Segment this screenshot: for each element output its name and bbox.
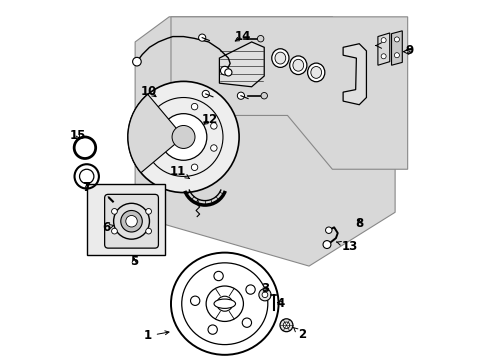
Polygon shape xyxy=(219,42,264,87)
Text: 10: 10 xyxy=(140,85,156,98)
Text: 2: 2 xyxy=(292,327,305,341)
Circle shape xyxy=(125,216,137,227)
Ellipse shape xyxy=(310,67,321,78)
Text: 5: 5 xyxy=(130,255,138,268)
Circle shape xyxy=(132,57,141,66)
Text: 8: 8 xyxy=(354,217,363,230)
Circle shape xyxy=(394,37,399,42)
Circle shape xyxy=(190,296,200,305)
Circle shape xyxy=(121,211,142,232)
Ellipse shape xyxy=(271,49,288,67)
Circle shape xyxy=(210,123,217,129)
Polygon shape xyxy=(135,17,394,266)
Circle shape xyxy=(111,228,117,234)
Text: 9: 9 xyxy=(405,44,413,57)
Polygon shape xyxy=(171,17,407,169)
Circle shape xyxy=(280,319,292,332)
Circle shape xyxy=(257,36,264,42)
Circle shape xyxy=(237,92,244,99)
Circle shape xyxy=(394,53,399,58)
Circle shape xyxy=(191,164,198,171)
Ellipse shape xyxy=(274,52,285,64)
Circle shape xyxy=(145,228,151,234)
Polygon shape xyxy=(377,33,389,65)
FancyBboxPatch shape xyxy=(104,194,158,248)
Text: 3: 3 xyxy=(260,282,268,295)
Circle shape xyxy=(261,93,267,99)
Text: 15: 15 xyxy=(69,129,86,142)
Ellipse shape xyxy=(214,299,235,309)
Ellipse shape xyxy=(289,56,306,75)
Circle shape xyxy=(160,114,206,160)
Ellipse shape xyxy=(307,63,324,82)
Circle shape xyxy=(213,271,223,281)
Circle shape xyxy=(207,325,217,334)
Text: 7: 7 xyxy=(82,181,91,194)
Text: 6: 6 xyxy=(102,221,114,234)
Circle shape xyxy=(210,145,217,151)
Text: 11: 11 xyxy=(170,165,189,179)
Text: 12: 12 xyxy=(202,113,218,126)
Circle shape xyxy=(202,90,209,98)
Bar xyxy=(87,184,164,255)
Circle shape xyxy=(145,208,151,214)
Circle shape xyxy=(283,322,289,328)
Polygon shape xyxy=(343,44,366,105)
Circle shape xyxy=(258,289,270,301)
Circle shape xyxy=(128,81,239,193)
Text: 13: 13 xyxy=(336,240,358,253)
Ellipse shape xyxy=(206,286,243,321)
Ellipse shape xyxy=(292,59,303,71)
Polygon shape xyxy=(391,31,402,65)
Circle shape xyxy=(323,240,330,248)
Ellipse shape xyxy=(217,296,232,311)
Circle shape xyxy=(191,103,198,110)
Text: 1: 1 xyxy=(143,329,169,342)
Circle shape xyxy=(380,54,386,59)
Circle shape xyxy=(198,34,205,41)
Wedge shape xyxy=(128,94,183,173)
Text: 14: 14 xyxy=(234,30,250,43)
Circle shape xyxy=(224,69,231,76)
Circle shape xyxy=(380,38,386,42)
Circle shape xyxy=(262,292,267,298)
Circle shape xyxy=(242,318,251,327)
Circle shape xyxy=(325,227,331,233)
Circle shape xyxy=(172,126,195,148)
Circle shape xyxy=(111,208,117,214)
Text: 4: 4 xyxy=(276,297,284,310)
Circle shape xyxy=(245,285,255,294)
Circle shape xyxy=(220,66,228,75)
